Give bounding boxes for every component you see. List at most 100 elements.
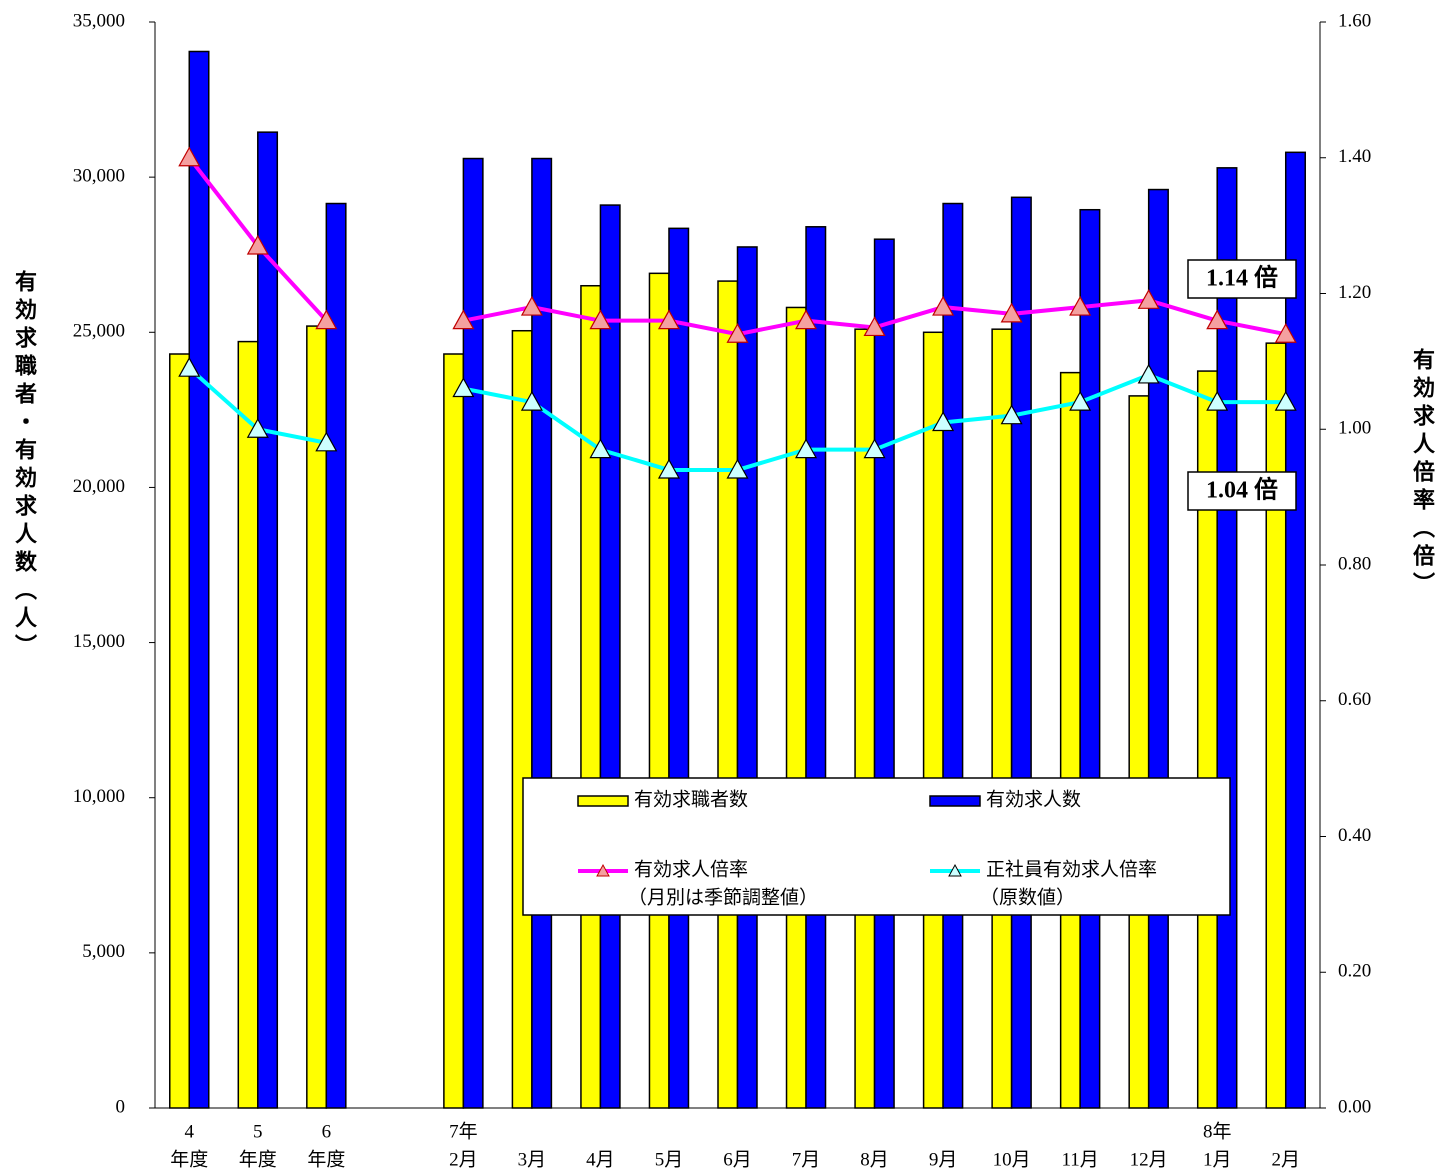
bar xyxy=(325,202,347,1109)
marker xyxy=(1206,309,1229,330)
marker xyxy=(795,309,818,330)
marker xyxy=(315,431,338,452)
x-tick-label: 4 xyxy=(185,1121,195,1142)
marker xyxy=(1206,390,1229,411)
x-tick-label: 6 xyxy=(322,1121,332,1142)
bar xyxy=(785,306,807,1109)
marker xyxy=(1069,390,1092,411)
bar xyxy=(991,328,1013,1109)
x-tick-label: 4月 xyxy=(586,1149,615,1170)
y-tick-label: 30,000 xyxy=(73,166,125,187)
bar xyxy=(237,340,259,1109)
y-tick-label: 5,000 xyxy=(82,941,125,962)
marker xyxy=(246,234,269,255)
marker xyxy=(657,309,680,330)
x-tick-label: 9月 xyxy=(929,1149,958,1170)
marker xyxy=(452,377,475,398)
marker xyxy=(863,316,886,337)
bar xyxy=(942,202,964,1109)
legend-note: （月別は季節調整値） xyxy=(628,886,818,908)
legend-marker xyxy=(596,863,610,877)
y-tick-label: 10,000 xyxy=(73,786,125,807)
marker xyxy=(452,309,475,330)
marker xyxy=(726,322,749,343)
bar xyxy=(511,329,533,1109)
y2-tick-label: 0.00 xyxy=(1338,1096,1371,1117)
bar xyxy=(805,226,827,1109)
marker xyxy=(726,458,749,479)
x-tick-label: 7月 xyxy=(792,1149,821,1170)
x-tick-label: 6月 xyxy=(723,1149,752,1170)
y-tick-label: 20,000 xyxy=(73,476,125,497)
y2-tick-label: 1.20 xyxy=(1338,282,1371,303)
x-tick-label: 12月 xyxy=(1130,1149,1168,1170)
bar xyxy=(169,353,191,1109)
y2-tick-label: 0.20 xyxy=(1338,961,1371,982)
y2-axis-title: 有効求人倍率（倍） xyxy=(1410,347,1435,600)
bar xyxy=(922,331,944,1109)
bar xyxy=(580,284,602,1109)
y-tick-label: 0 xyxy=(116,1096,126,1117)
x-tick-label: 年度 xyxy=(170,1148,208,1170)
legend-swatch xyxy=(577,795,629,807)
x-tick-label: 3月 xyxy=(518,1149,547,1170)
bar xyxy=(668,227,690,1109)
marker xyxy=(795,438,818,459)
legend-box xyxy=(522,777,1231,916)
marker xyxy=(520,390,543,411)
y2-tick-label: 1.40 xyxy=(1338,146,1371,167)
x-tick-label: 10月 xyxy=(993,1149,1031,1170)
legend-label: 有効求職者数 xyxy=(634,788,748,810)
legend-swatch xyxy=(929,795,981,807)
marker xyxy=(315,309,338,330)
marker xyxy=(178,146,201,167)
bar xyxy=(531,157,553,1109)
marker xyxy=(1137,363,1160,384)
marker xyxy=(863,438,886,459)
x-tick-label: 年度 xyxy=(307,1148,345,1170)
x-tick-label: 8年 xyxy=(1203,1120,1232,1142)
x-tick-label: 年度 xyxy=(239,1148,277,1170)
y-axis-title: 有効求職者・有効求人数（人） xyxy=(12,269,38,662)
bar xyxy=(1128,395,1150,1109)
legend-label: 有効求人数 xyxy=(986,788,1081,810)
marker xyxy=(932,411,955,432)
x-tick-label: 2月 xyxy=(1271,1149,1300,1170)
bar xyxy=(1147,188,1169,1109)
legend-label: 正社員有効求人倍率 xyxy=(986,858,1157,880)
bar xyxy=(1059,371,1081,1109)
legend-marker xyxy=(948,863,962,877)
marker xyxy=(1274,390,1297,411)
y2-tick-label: 0.60 xyxy=(1338,689,1371,710)
bar xyxy=(257,131,279,1109)
y2-tick-label: 0.40 xyxy=(1338,825,1371,846)
bar xyxy=(1079,208,1101,1109)
marker xyxy=(589,438,612,459)
annotation-box xyxy=(1187,259,1297,299)
marker xyxy=(1069,295,1092,316)
marker xyxy=(1000,404,1023,425)
x-tick-label: 1月 xyxy=(1203,1149,1232,1170)
bar xyxy=(1284,151,1306,1109)
legend-label: 有効求人倍率 xyxy=(634,858,748,880)
bar xyxy=(1216,167,1238,1109)
marker xyxy=(932,295,955,316)
x-tick-label: 8月 xyxy=(860,1149,889,1170)
y2-tick-label: 1.60 xyxy=(1338,10,1371,31)
marker xyxy=(246,418,269,438)
y-tick-label: 25,000 xyxy=(73,321,125,342)
bar xyxy=(1010,196,1032,1109)
bar xyxy=(873,238,895,1109)
annotation: 1.04 倍 xyxy=(1206,476,1278,504)
bar xyxy=(443,353,465,1109)
marker xyxy=(178,356,201,377)
bar xyxy=(599,204,621,1109)
bar xyxy=(462,157,484,1109)
annotation: 1.14 倍 xyxy=(1206,264,1278,292)
legend-note: （原数値） xyxy=(980,886,1075,908)
marker xyxy=(657,458,680,479)
bar xyxy=(736,246,758,1109)
y-tick-label: 35,000 xyxy=(73,10,125,31)
x-tick-label: 2月 xyxy=(449,1149,478,1170)
